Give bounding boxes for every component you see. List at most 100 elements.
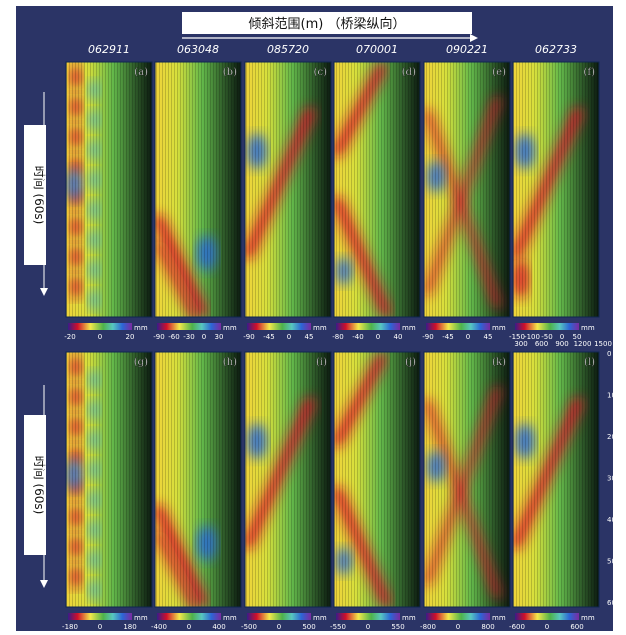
colorbar-tick: 0 — [456, 623, 460, 631]
panel-texture — [513, 62, 599, 317]
colorbar-unit: mm — [581, 614, 595, 622]
colorbar-tick: 30 — [215, 333, 224, 341]
colorbar-tick: 0 — [98, 333, 102, 341]
colorbar-tick: -800 — [420, 623, 436, 631]
header-box — [182, 12, 472, 34]
colorbar-tick: 0 — [545, 623, 549, 631]
colorbar — [68, 613, 132, 620]
axis-side-tick: 10 — [607, 392, 616, 400]
heatmap-panel: (l) mm -600 0 600 — [509, 351, 600, 631]
colorbar — [157, 323, 221, 330]
colorbar-unit: mm — [402, 324, 416, 332]
panel-texture — [245, 62, 331, 317]
panel-frame — [423, 351, 511, 608]
colorbar-tick: -150 — [509, 333, 525, 341]
heatmap-panel: (g) mm -180 0 180 — [62, 351, 153, 631]
colorbar-unit: mm — [492, 324, 506, 332]
panel-label: (g) — [134, 357, 148, 368]
colorbar-tick: 0 — [187, 623, 191, 631]
heatmap-panel: (c) mm -90 -45 0 45 — [243, 61, 332, 341]
colorbar-unit: mm — [223, 614, 237, 622]
panel-label: (c) — [314, 67, 328, 78]
colorbar-tick: 500 — [302, 623, 315, 631]
panel-frame — [423, 61, 511, 318]
colorbar-tick: 0 — [98, 623, 102, 631]
header-title: 倾斜范围(m) （桥梁纵向） — [249, 16, 406, 32]
panel-texture — [424, 62, 510, 317]
axis-top-tick: 900 — [555, 340, 568, 348]
heatmap-panel: (e) mm -90 -45 0 45 — [422, 61, 511, 341]
panel-label: (a) — [134, 67, 148, 78]
colorbar-tick: 50 — [573, 333, 582, 341]
heatmap-panel: (i) mm -500 0 500 — [241, 351, 332, 631]
colorbar — [426, 323, 490, 330]
colorbar-unit: mm — [134, 324, 148, 332]
column-header: 090221 — [446, 43, 488, 56]
colorbar — [336, 323, 400, 330]
colorbar-tick: -40 — [352, 333, 363, 341]
colorbar-tick: 45 — [305, 333, 314, 341]
colorbar — [157, 613, 221, 620]
panel-frame — [333, 61, 421, 318]
colorbar — [336, 613, 400, 620]
time-label-box-top — [24, 125, 46, 265]
colorbar — [515, 613, 579, 620]
colorbar-tick: 45 — [484, 333, 493, 341]
colorbar-tick: 0 — [277, 623, 281, 631]
colorbar-tick: -30 — [183, 333, 194, 341]
column-header: 062733 — [535, 43, 577, 56]
panel-label: (d) — [402, 67, 416, 78]
colorbar-tick: -45 — [442, 333, 453, 341]
panel-texture — [334, 62, 420, 317]
colorbar-tick: -90 — [153, 333, 164, 341]
colorbar-tick: 550 — [391, 623, 404, 631]
colorbar-tick: -550 — [330, 623, 346, 631]
axis-side-tick: 20 — [607, 433, 616, 441]
axis-top-tick: 1500 — [594, 340, 612, 348]
panel-frame — [244, 61, 332, 318]
colorbar-tick: 40 — [394, 333, 403, 341]
panel-frame — [244, 351, 332, 608]
axis-side-tick: 30 — [607, 475, 616, 483]
colorbar — [426, 613, 490, 620]
colorbar — [247, 323, 311, 330]
time-label-bottom: 时间 (60s) — [32, 456, 46, 515]
panel-texture — [66, 352, 152, 607]
panel-frame — [154, 351, 242, 608]
colorbar-tick: 0 — [202, 333, 206, 341]
time-arrowhead-bottom — [40, 580, 48, 588]
panel-label: (b) — [223, 67, 237, 78]
panel-texture — [66, 62, 152, 317]
colorbar-tick: -180 — [62, 623, 78, 631]
colorbar-tick: -400 — [151, 623, 167, 631]
panel-label: (f) — [583, 67, 595, 78]
panel-label: (e) — [492, 67, 506, 78]
colorbar-tick: 800 — [481, 623, 494, 631]
colorbar — [515, 323, 579, 330]
axis-top-tick: 1200 — [574, 340, 592, 348]
heatmap-panel: (k) mm -800 0 800 — [420, 351, 511, 631]
panel-label: (h) — [223, 357, 237, 368]
panel-label: (l) — [584, 357, 595, 368]
colorbar-tick: 0 — [287, 333, 291, 341]
axis-top-tick: 600 — [535, 340, 548, 348]
colorbar-tick: -20 — [64, 333, 75, 341]
colorbar-tick: -45 — [263, 333, 274, 341]
panel-label: (k) — [492, 357, 506, 368]
panel-frame — [512, 61, 600, 318]
header-arrowhead — [470, 34, 478, 42]
colorbar-tick: 20 — [126, 333, 135, 341]
panel-frame — [154, 61, 242, 318]
colorbar-tick: 600 — [570, 623, 583, 631]
axis-top-tick: 300 — [514, 340, 527, 348]
panel-texture — [245, 352, 331, 607]
colorbar-unit: mm — [313, 614, 327, 622]
colorbar-unit: mm — [313, 324, 327, 332]
colorbar-tick: -500 — [241, 623, 257, 631]
colorbar-tick: -60 — [168, 333, 179, 341]
colorbar-unit: mm — [223, 324, 237, 332]
panel-texture — [155, 352, 241, 607]
colorbar-tick: -50 — [541, 333, 552, 341]
heatmap-panel: (j) mm -550 0 550 — [330, 351, 421, 631]
panel-frame — [512, 351, 600, 608]
